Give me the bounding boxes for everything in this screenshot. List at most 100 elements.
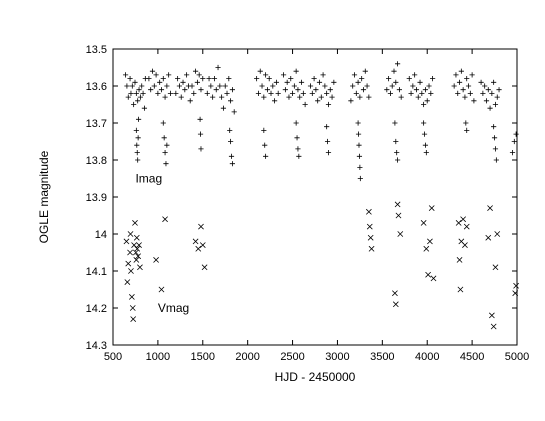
imag-point <box>464 76 470 82</box>
vmag-point <box>490 323 497 330</box>
imag-point <box>153 72 159 78</box>
imag-point <box>331 79 337 85</box>
imag-point <box>511 138 517 145</box>
imag-point <box>257 68 263 74</box>
imag-point <box>455 90 461 96</box>
imag-point <box>296 153 302 159</box>
imag-point <box>491 135 498 141</box>
imag-point <box>483 98 490 104</box>
imag-point <box>300 90 306 96</box>
vmag-point <box>425 271 432 278</box>
imag-point <box>178 94 184 100</box>
imag-point <box>196 72 202 78</box>
vmag-point <box>199 242 206 248</box>
vmag-point <box>133 257 140 263</box>
imag-point <box>261 94 267 100</box>
imag-point <box>282 87 288 93</box>
imag-point <box>329 94 335 100</box>
imag-point <box>456 79 463 85</box>
imag-point <box>453 72 459 78</box>
imag-point <box>359 76 365 82</box>
imag-label: Imag <box>135 172 162 186</box>
imag-point <box>148 87 154 93</box>
imag-point <box>482 83 488 89</box>
imag-point <box>394 157 401 163</box>
imag-point <box>192 68 199 74</box>
imag-point <box>211 76 218 82</box>
imag-point <box>149 68 156 74</box>
imag-point <box>228 153 235 159</box>
imag-point <box>351 72 358 78</box>
x-tick-label: 500 <box>104 351 122 363</box>
vmag-point <box>397 231 404 237</box>
imag-point <box>262 142 268 148</box>
imag-point <box>315 98 321 104</box>
imag-point <box>364 83 370 89</box>
imag-point <box>398 94 404 100</box>
x-tick-label: 4500 <box>460 351 484 363</box>
imag-point <box>289 90 296 96</box>
imag-point <box>413 87 420 93</box>
imag-point <box>467 90 473 96</box>
imag-point <box>324 90 330 96</box>
vmag-point <box>427 238 433 245</box>
imag-point <box>493 157 499 163</box>
imag-point <box>200 76 206 82</box>
x-tick-label: 2500 <box>280 351 304 363</box>
imag-point <box>275 90 281 96</box>
imag-point <box>135 157 141 163</box>
vmag-point <box>394 201 401 208</box>
imag-point <box>139 83 145 89</box>
vmag-point <box>130 316 137 322</box>
imag-point <box>231 109 237 115</box>
imag-point <box>406 76 412 82</box>
ticks-layer: 500 1000 1500 2000 2500 3000 3500 4000 4500 5000 1… <box>86 44 530 363</box>
imag-point <box>158 87 165 93</box>
imag-point <box>412 72 418 78</box>
imag-point <box>229 87 236 93</box>
imag-point <box>316 79 323 85</box>
imag-point <box>389 83 395 89</box>
vmag-point <box>198 223 204 230</box>
imag-point <box>191 90 197 96</box>
imag-point <box>353 90 359 96</box>
imag-point <box>451 83 457 89</box>
imag-point <box>460 87 466 93</box>
imag-point <box>356 142 362 148</box>
imag-point <box>270 83 276 89</box>
vmag-point <box>132 220 138 226</box>
imag-point <box>197 116 203 122</box>
imag-point <box>463 120 469 126</box>
vmag-point <box>455 220 462 226</box>
imag-point <box>140 90 146 96</box>
x-tick-label: 1500 <box>191 351 215 363</box>
imag-point <box>485 87 491 93</box>
imag-point <box>362 68 368 74</box>
vmag-point <box>494 231 501 237</box>
vmag-point <box>127 249 133 256</box>
imag-point <box>173 90 179 96</box>
imag-point <box>122 72 129 78</box>
y-tick-label: 13.7 <box>86 118 107 130</box>
vmag-point <box>201 264 208 271</box>
y-axis-title: OGLE magnitude <box>37 150 51 243</box>
vmag-point <box>423 245 430 252</box>
vmag-point <box>153 257 159 263</box>
imag-point <box>217 83 223 89</box>
vmag-point <box>129 305 136 311</box>
imag-point <box>469 72 475 78</box>
vmag-point <box>134 245 141 252</box>
imag-point <box>167 90 174 96</box>
imag-point <box>489 90 495 96</box>
imag-point <box>313 87 319 93</box>
imag-point <box>394 61 401 67</box>
imag-point <box>294 135 300 141</box>
imag-point <box>259 83 265 89</box>
imag-point <box>295 146 301 152</box>
imag-point <box>491 124 497 130</box>
imag-point <box>163 161 169 167</box>
imag-point <box>494 94 500 100</box>
vmag-point <box>460 216 467 223</box>
imag-point <box>350 83 356 89</box>
